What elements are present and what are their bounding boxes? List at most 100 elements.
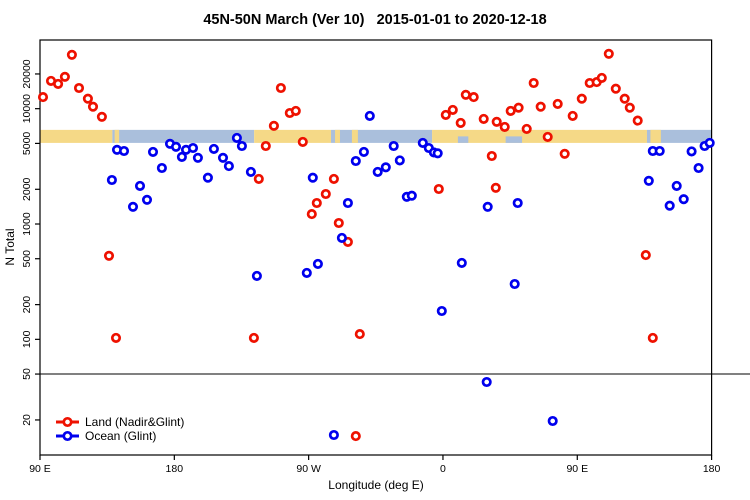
band-segment-land (432, 129, 647, 143)
data-point-ocean (134, 180, 146, 191)
data-point-land (320, 188, 331, 200)
data-point-ocean (236, 140, 247, 152)
band-segment-land (40, 129, 113, 143)
data-point-land (559, 148, 570, 159)
data-point-land (632, 115, 643, 126)
data-point-land (603, 48, 614, 59)
data-point-ocean (509, 278, 520, 290)
data-point-land (486, 150, 497, 162)
data-point-ocean (223, 161, 234, 172)
data-point-land (73, 82, 85, 94)
data-point-land (552, 98, 563, 109)
data-point-ocean (231, 132, 242, 143)
data-point-ocean (301, 267, 312, 278)
data-point-ocean (358, 146, 369, 157)
data-point-land (610, 83, 621, 94)
data-point-land (103, 250, 115, 261)
y-tick-label: 100 (21, 330, 33, 348)
x-tick-label: 180 (166, 463, 184, 475)
axes: 20 50 100 200 500 1000 2000 5000 10000 20000 90 E 1… (21, 39, 721, 475)
data-point-land (354, 329, 365, 340)
data-point-land (260, 140, 271, 152)
data-point-land (576, 93, 587, 104)
data-point-land (647, 332, 658, 343)
legend: Land (Nadir&Glint) Ocean (Glint) (56, 415, 184, 443)
legend-ocean-marker (62, 430, 73, 442)
band-segment-ocean (112, 129, 255, 143)
data-point-ocean (307, 172, 318, 183)
data-point-ocean (678, 194, 689, 205)
data-point-land (491, 116, 502, 127)
data-point-ocean (456, 257, 467, 268)
data-point-land (37, 92, 49, 103)
data-point-ocean (380, 162, 391, 173)
data-point-land (447, 104, 458, 115)
data-point-ocean (372, 166, 383, 177)
data-point-land (640, 250, 651, 261)
land-ocean-band (40, 129, 712, 143)
data-point-ocean (394, 155, 405, 166)
legend-ocean-label: Ocean (Glint) (85, 429, 156, 443)
data-point-land (460, 89, 471, 100)
data-point-ocean (693, 162, 704, 174)
y-tick-label: 1000 (21, 212, 33, 236)
band-segment-ocean (331, 129, 433, 143)
data-point-land (624, 102, 635, 113)
data-point-land (268, 120, 279, 131)
data-point-ocean (704, 137, 715, 148)
data-point-land (82, 93, 93, 104)
band-segment-land (254, 129, 332, 143)
data-point-land (433, 183, 444, 195)
data-point-land (535, 101, 546, 112)
data-point-ocean (417, 137, 428, 148)
x-tick-label: 90 E (566, 463, 588, 475)
data-point-land (253, 173, 264, 184)
series-land (37, 48, 658, 442)
data-point-ocean (176, 151, 187, 162)
data-point-land (542, 131, 553, 142)
data-point-land (528, 77, 539, 89)
data-point-land (567, 110, 578, 121)
band-fleck-land (650, 129, 661, 143)
data-point-land (328, 173, 339, 184)
data-point-land (311, 197, 322, 209)
band-fleck-land (335, 129, 340, 143)
data-point-land (499, 121, 510, 132)
data-point-ocean (170, 141, 182, 152)
x-tick-label: 180 (703, 463, 721, 475)
data-points (37, 48, 715, 442)
data-point-ocean (388, 140, 399, 152)
data-point-land (290, 105, 301, 116)
data-point-ocean (654, 145, 665, 157)
data-point-ocean (202, 172, 213, 183)
y-tick-label: 20 (21, 414, 33, 426)
legend-land-label: Land (Nadir&Glint) (85, 415, 184, 429)
data-point-ocean (671, 180, 682, 191)
data-point-ocean (432, 148, 443, 159)
data-point-land (59, 71, 70, 82)
data-point-ocean (364, 110, 375, 121)
data-point-ocean (664, 200, 675, 211)
data-point-ocean (328, 429, 339, 441)
data-point-land (478, 113, 489, 124)
band-fleck-ocean (505, 136, 523, 143)
band-fleck-ocean (457, 136, 469, 143)
y-tick-label: 200 (21, 296, 33, 314)
data-point-ocean (512, 197, 523, 209)
data-point-land (619, 93, 630, 104)
data-point-land (297, 136, 308, 147)
y-tick-label: 2000 (21, 177, 33, 201)
data-point-ocean (643, 175, 654, 186)
y-axis-title: N Total (3, 228, 17, 265)
x-tick-label: 0 (440, 463, 446, 475)
data-point-ocean (482, 201, 493, 212)
data-point-ocean (312, 258, 323, 269)
data-point-ocean (336, 232, 347, 243)
data-point-land (87, 101, 99, 112)
data-point-land (110, 332, 122, 343)
data-point-land (53, 78, 64, 89)
data-point-ocean (686, 146, 697, 157)
y-tick-label: 10000 (21, 94, 33, 123)
